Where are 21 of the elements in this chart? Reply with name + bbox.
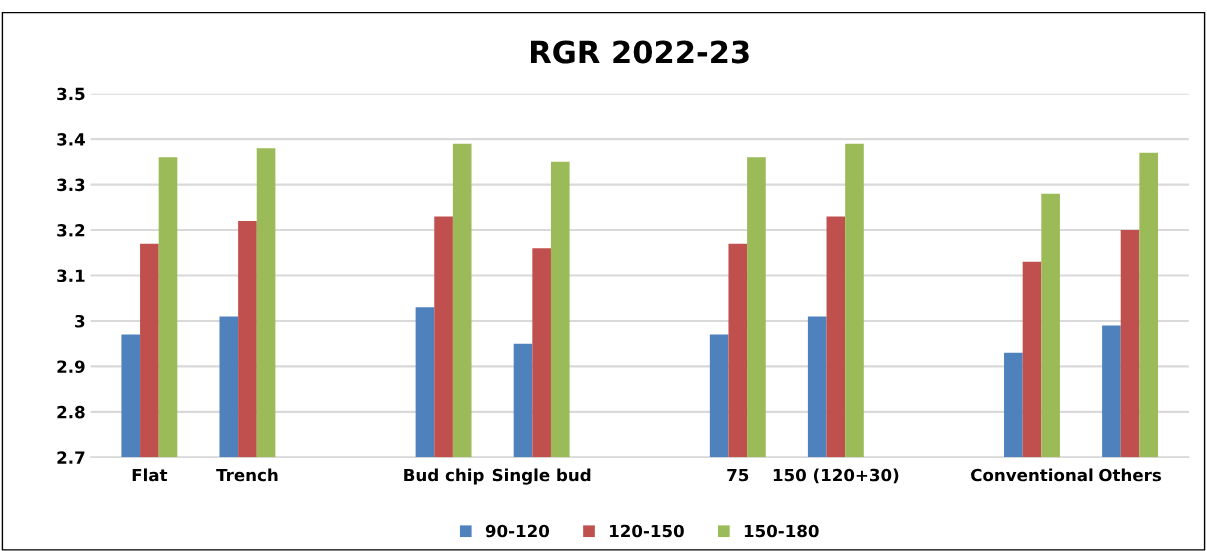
y-tick-label: 3.2 (57, 224, 85, 237)
y-tick-label: 2.7 (57, 451, 85, 464)
y-tick-label: 3.3 (57, 178, 85, 192)
x-tick-label: Trench (216, 468, 278, 482)
x-tick-label: Flat (132, 468, 168, 482)
y-tick-label: 2.8 (57, 405, 85, 419)
x-tick-label: Bud chip (404, 468, 484, 485)
x-tick-label: 75 (727, 468, 749, 482)
y-tick-label: 3.1 (57, 269, 85, 283)
x-tick-label: Conventional (971, 468, 1093, 482)
x-tick-label: Others (1099, 468, 1161, 482)
y-tick-label: 3 (75, 314, 85, 328)
y-tick-label: 3.5 (57, 87, 85, 101)
legend-label: 120-150 (610, 524, 684, 538)
legend-label: 150-180 (744, 524, 819, 538)
y-tick-label: 2.9 (57, 360, 85, 373)
chart-title: RGR 2022-23 (531, 40, 749, 64)
y-tick-label: 3.4 (57, 133, 85, 146)
x-tick-label: Single bud (492, 468, 591, 485)
x-tick-label: 150 (120+30) (773, 468, 899, 484)
legend-label: 90-120 (485, 524, 550, 538)
